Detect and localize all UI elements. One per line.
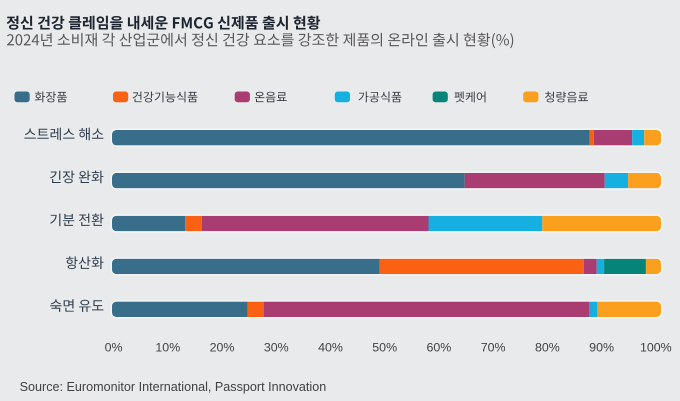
svg-text:50%: 50% xyxy=(372,341,397,355)
svg-text:80%: 80% xyxy=(535,341,560,355)
svg-text:90%: 90% xyxy=(589,341,614,355)
svg-text:100%: 100% xyxy=(640,341,672,355)
svg-text:60%: 60% xyxy=(427,341,452,355)
svg-text:10%: 10% xyxy=(155,341,180,355)
svg-text:Source: Euromonitor Internatio: Source: Euromonitor International, Passp… xyxy=(20,380,327,394)
svg-text:40%: 40% xyxy=(318,341,343,355)
svg-text:30%: 30% xyxy=(264,341,289,355)
svg-text:20%: 20% xyxy=(210,341,235,355)
svg-text:70%: 70% xyxy=(481,341,506,355)
svg-text:0%: 0% xyxy=(105,341,123,355)
